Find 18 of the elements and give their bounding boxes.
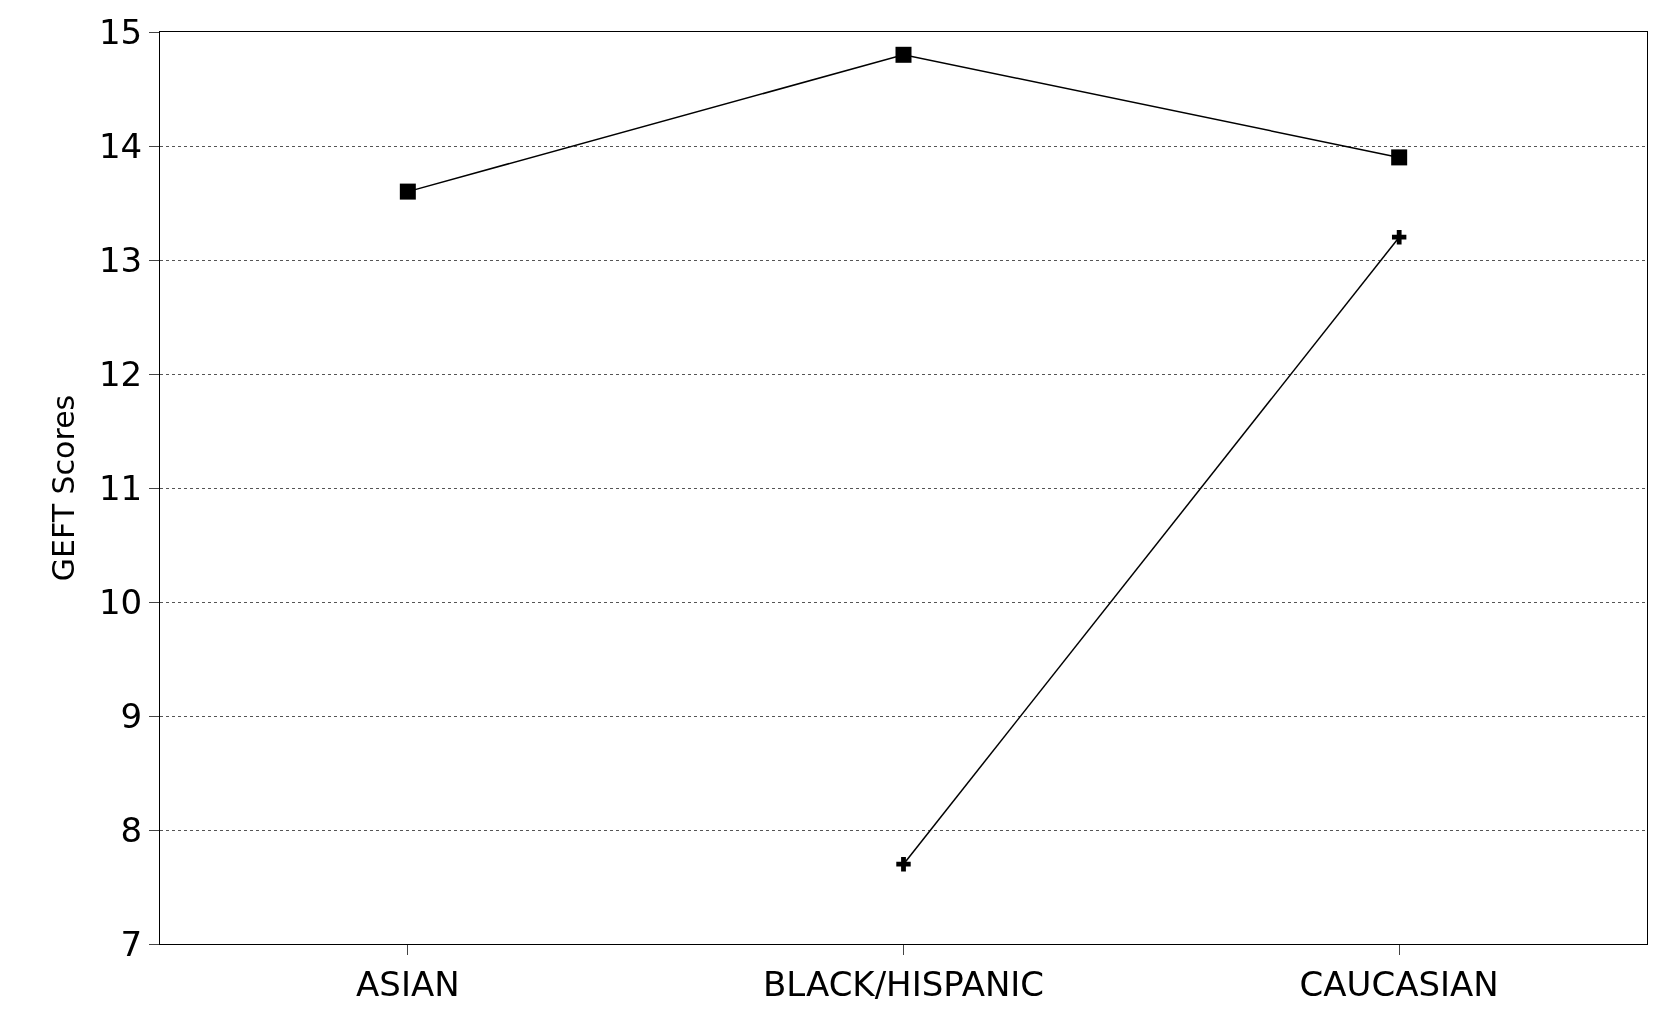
point <box>1391 149 1408 166</box>
y-axis-title: GEFT Scores <box>45 394 81 582</box>
y-tick-label: 13 <box>98 239 143 280</box>
x-tick-label: BLACK/HISPANIC <box>762 963 1045 1004</box>
point <box>399 183 416 200</box>
y-tick-label: 9 <box>120 695 143 736</box>
y-tick-label: 14 <box>98 125 143 166</box>
y-tick-label: 10 <box>98 581 143 622</box>
y-tick-label: 12 <box>98 353 143 394</box>
point <box>895 46 912 63</box>
y-tick-label: 7 <box>120 923 143 964</box>
y-tick-label: 11 <box>98 467 143 508</box>
x-tick-label: ASIAN <box>356 963 460 1004</box>
y-tick-label: 8 <box>120 809 143 850</box>
point <box>1391 230 1407 245</box>
point <box>896 857 911 872</box>
y-tick-label: 15 <box>98 11 143 52</box>
x-tick-label: CAUCASIAN <box>1299 963 1499 1004</box>
